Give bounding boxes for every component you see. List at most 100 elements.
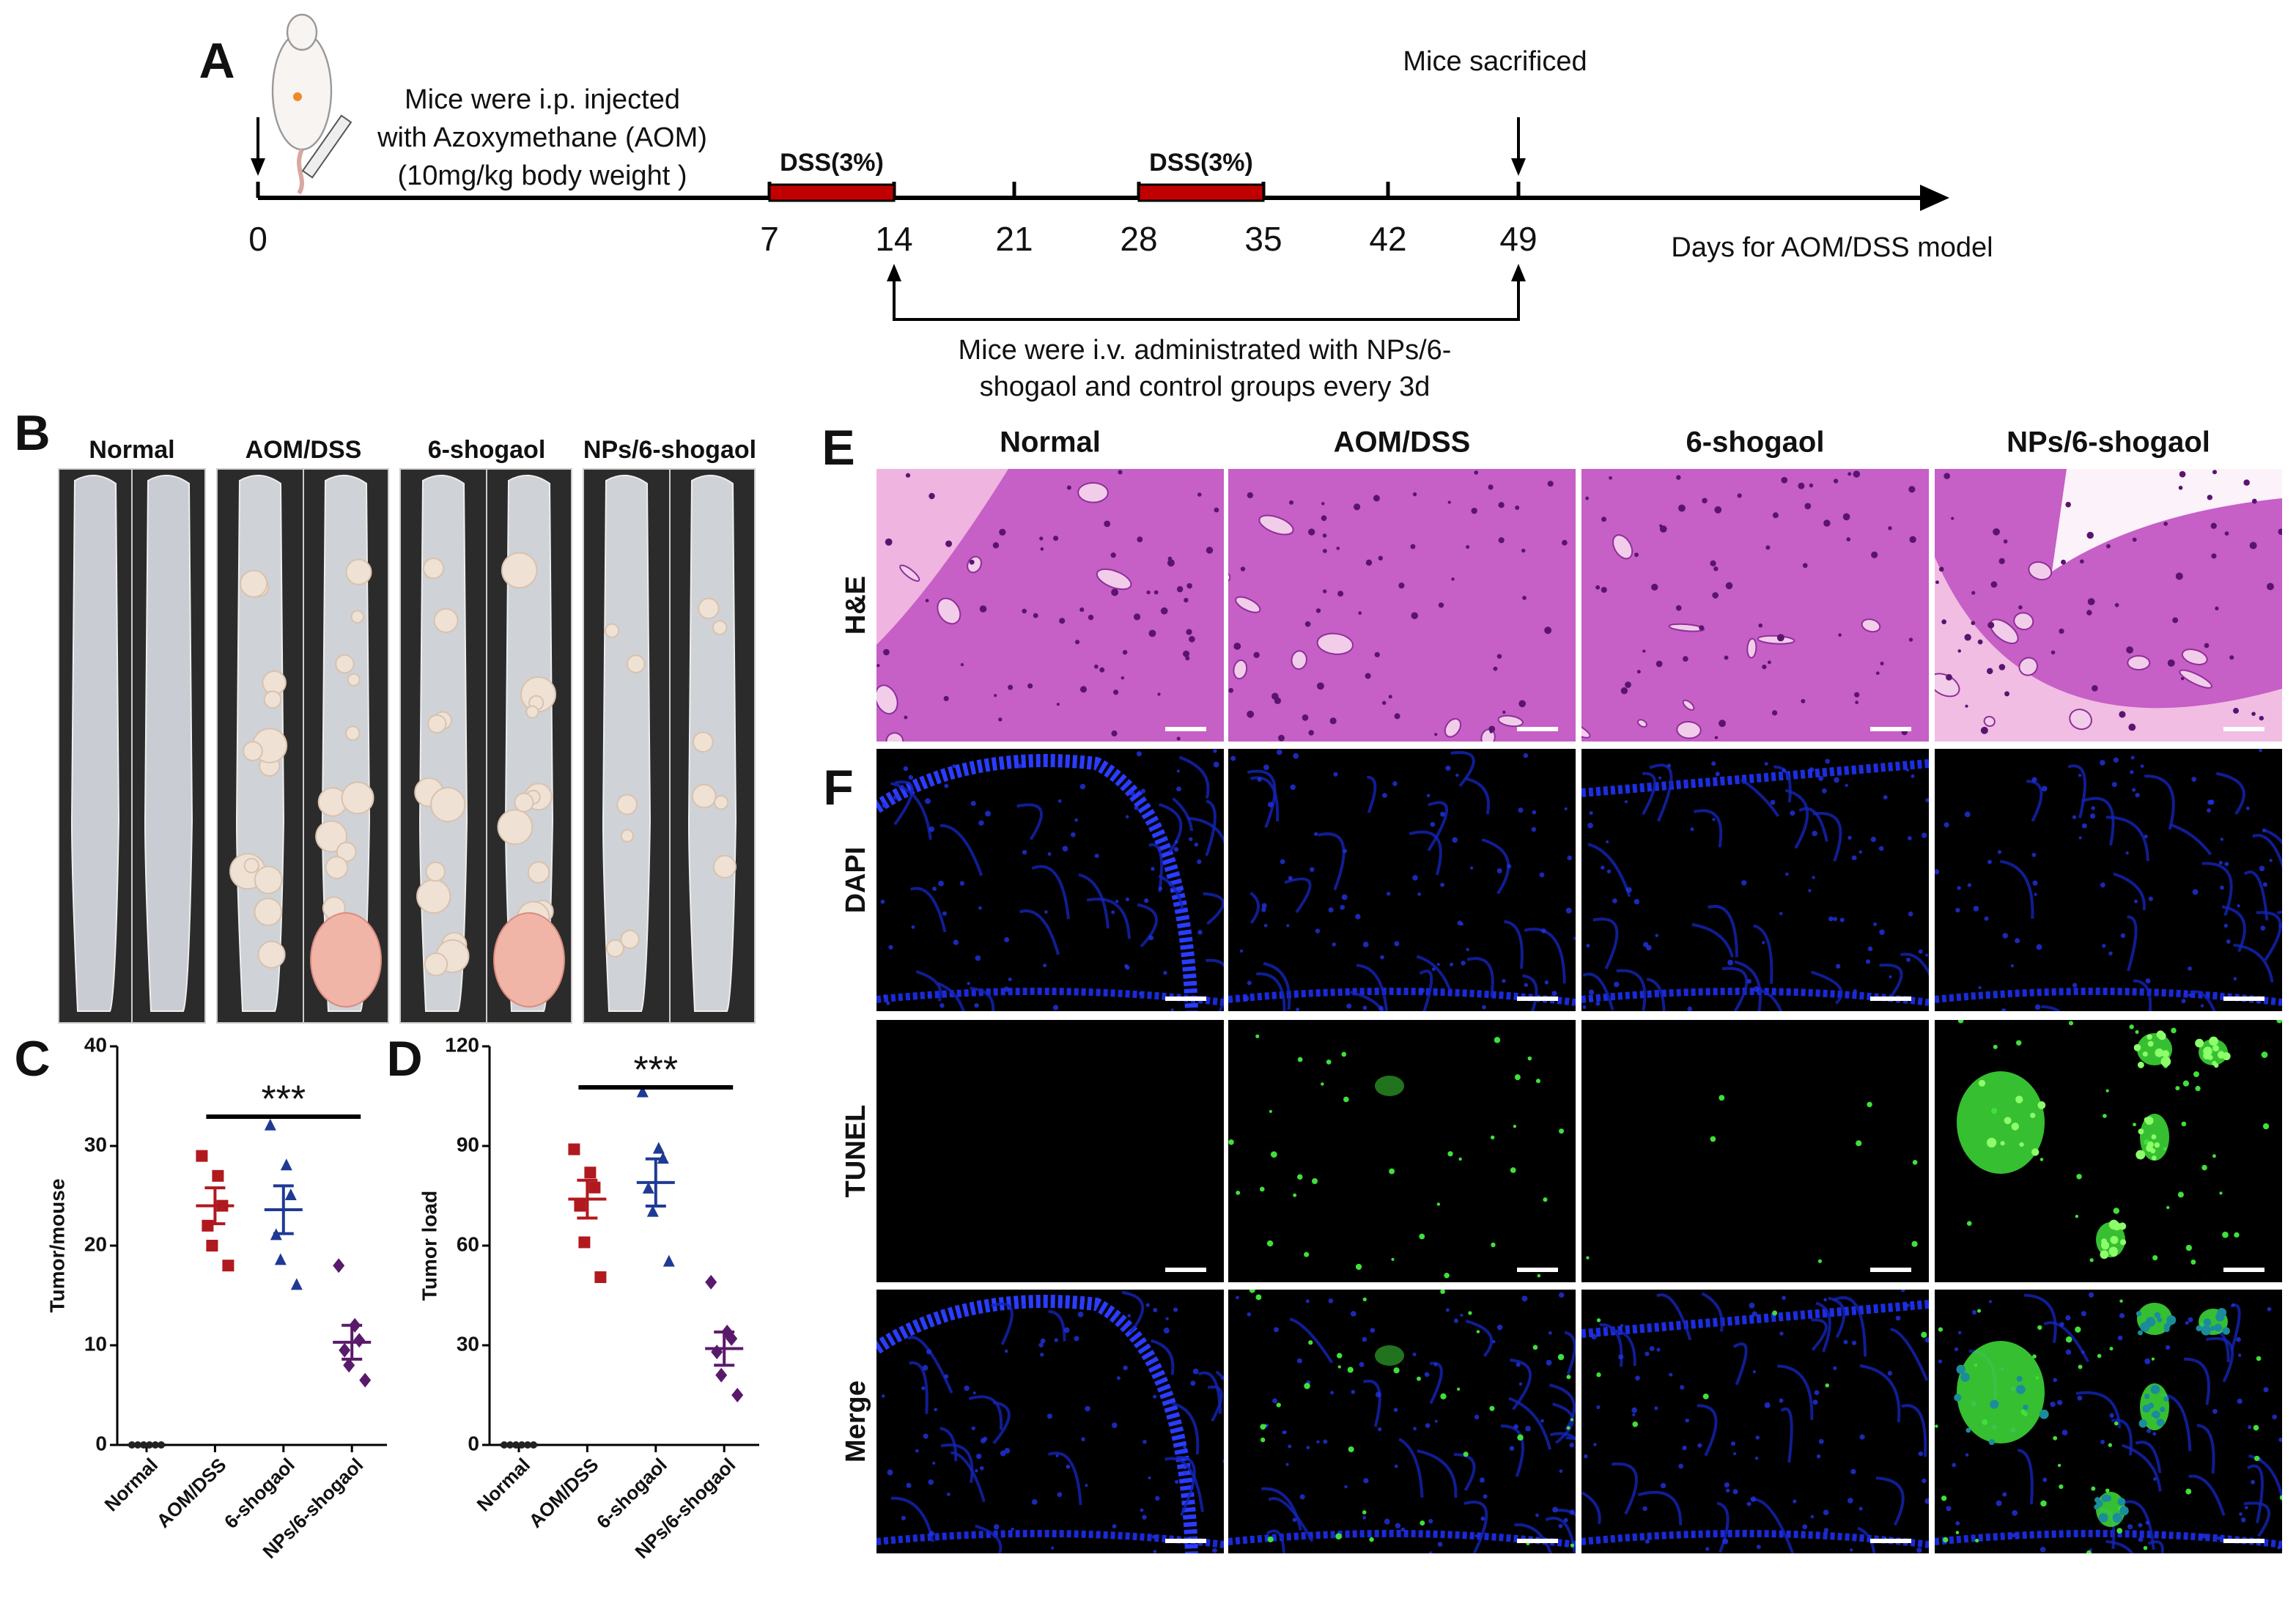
dapi-nucleus <box>1879 929 1885 936</box>
tunel-speck <box>2154 1312 2161 1319</box>
dss-label: DSS(3%) <box>1149 149 1253 177</box>
tunel-dot <box>1259 1186 1265 1192</box>
tunel-dot <box>1255 1294 1262 1301</box>
dapi-crypt <box>1172 797 1194 832</box>
dapi-nucleus <box>1151 867 1155 871</box>
dapi-crypt <box>1206 958 1224 1011</box>
tunel-dot <box>2201 1164 2207 1171</box>
dapi-nucleus <box>1905 769 1910 772</box>
tumor <box>350 610 364 624</box>
tunel-dot <box>1391 1257 1395 1261</box>
dapi-epithelium <box>876 1295 1198 1553</box>
tunel-dot <box>1586 1256 1590 1260</box>
tumor <box>254 865 283 895</box>
dapi-nucleus <box>1306 1446 1310 1449</box>
tumor <box>514 792 534 813</box>
dapi-nucleus <box>1924 1337 1929 1343</box>
tunel-dot <box>1444 1273 1450 1279</box>
tunel-speck <box>2161 1050 2170 1058</box>
tunel-dot <box>2143 1545 2148 1550</box>
dapi-nucleus <box>1428 1551 1433 1553</box>
day-label: 49 <box>1499 220 1537 258</box>
dapi-crypt <box>1655 1293 1692 1341</box>
dapi-nucleus <box>1996 1500 2002 1506</box>
dapi-nucleus <box>2078 836 2082 840</box>
he-nucleus <box>1998 558 2005 564</box>
tunel-dot <box>1228 1139 1234 1145</box>
dapi-nucleus <box>2269 859 2273 862</box>
dapi-nucleus <box>1085 1405 1090 1412</box>
dapi-crypt <box>1419 969 1433 1011</box>
dapi-nucleus <box>1004 1448 1011 1454</box>
dapi-nucleus <box>1194 842 1199 847</box>
dapi-nucleus <box>1732 1489 1738 1495</box>
tumor <box>416 879 451 914</box>
dapi-nucleus <box>1952 1463 1957 1468</box>
dapi-nucleus <box>1055 1454 1059 1457</box>
tunel-speck <box>2152 1156 2157 1161</box>
dapi-crypt <box>1587 843 1631 898</box>
y-tick-label: 120 <box>445 1033 479 1056</box>
tunel-dot <box>2105 1488 2110 1493</box>
mouse-tail <box>297 148 304 195</box>
dapi-nucleus <box>1428 1519 1433 1524</box>
dapi-crypt <box>1466 777 1490 815</box>
micrograph <box>1581 1290 1929 1553</box>
tumor <box>336 841 357 862</box>
dapi-nucleus <box>2120 933 2126 939</box>
data-point <box>284 1188 297 1200</box>
he-nucleus <box>1854 692 1860 698</box>
he-nucleus <box>1365 559 1373 566</box>
he-nucleus <box>1374 651 1380 658</box>
dapi-nucleus <box>1057 1492 1063 1498</box>
he-nucleus <box>1977 639 1983 645</box>
tumor <box>604 623 620 638</box>
tunel-speck <box>2196 1325 2202 1331</box>
dapi-crypt <box>1900 953 1929 976</box>
tunel-dot <box>2108 1443 2113 1447</box>
dapi-nucleus <box>1022 1304 1025 1308</box>
tunel-cluster <box>1375 1345 1404 1366</box>
he-gland <box>2179 669 2212 689</box>
tunel-dot <box>1362 1297 1367 1302</box>
dapi-crypt <box>1250 776 1280 822</box>
tunel-dot <box>1447 1151 1453 1157</box>
dapi-nucleus <box>903 766 909 772</box>
dapi-nucleus <box>1823 1509 1829 1515</box>
he-nucleus <box>1601 517 1606 522</box>
dapi-nucleus <box>1362 1336 1367 1342</box>
tunel-dot <box>1955 1531 1960 1534</box>
he-nucleus <box>1620 687 1628 695</box>
dapi-nucleus <box>1425 1423 1431 1428</box>
tunel-dot <box>1911 1241 1918 1247</box>
dapi-nucleus <box>2224 862 2229 867</box>
he-nucleus <box>2050 650 2056 655</box>
dapi-nucleus <box>970 800 976 806</box>
tunel-dot <box>1537 1273 1541 1278</box>
he-nucleus <box>1676 475 1681 480</box>
dapi-crypt <box>1879 964 1903 1002</box>
dapi-nucleus <box>1867 946 1873 952</box>
he-nucleus <box>1765 545 1771 550</box>
dapi-nucleus <box>1125 897 1129 902</box>
dapi-nucleus <box>1755 1435 1760 1440</box>
dapi-nucleus <box>2135 792 2140 798</box>
dapi-crypt <box>1268 1497 1314 1542</box>
dapi-nucleus <box>1173 847 1179 852</box>
he-nucleus <box>1186 629 1192 635</box>
he-gland <box>1676 721 1702 739</box>
dapi-nucleus <box>2091 806 2096 810</box>
tumor <box>616 794 638 816</box>
he-nucleus <box>1935 580 1939 585</box>
dapi-nucleus <box>2272 1414 2278 1420</box>
dapi-nucleus <box>1834 777 1839 783</box>
he-nucleus <box>1601 586 1607 594</box>
tunel-dot <box>1596 1372 1601 1378</box>
dapi-nucleus <box>1687 1006 1693 1011</box>
dapi-nucleus <box>1163 1327 1170 1334</box>
dapi-nucleus <box>985 810 992 817</box>
tunel-dot <box>2256 1356 2262 1361</box>
he-nucleus <box>1683 656 1688 662</box>
dapi-nucleus <box>959 881 965 886</box>
he-nucleus <box>1447 500 1451 504</box>
